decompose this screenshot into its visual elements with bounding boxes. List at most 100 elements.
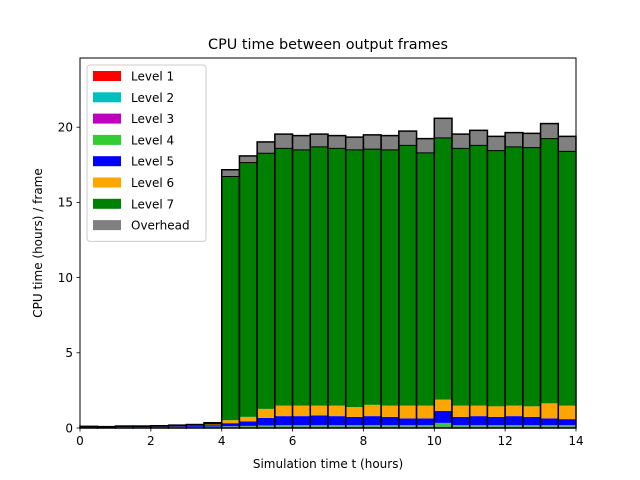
- bar-segment-overhead: [310, 134, 328, 147]
- y-tick-label: 20: [58, 120, 73, 134]
- y-axis: 0 5 10 15 20: [58, 120, 80, 435]
- bar-segment-level-4: [434, 422, 452, 427]
- bar-segment-level-7: [345, 149, 364, 408]
- bar-segment-level-5: [469, 416, 488, 426]
- bar-segment-level-7: [452, 148, 470, 406]
- bar-segment-level-4: [363, 425, 382, 427]
- bar-segment-level-4: [328, 425, 346, 427]
- bar-segment-level-5: [487, 416, 506, 426]
- bar-segment-overhead: [239, 155, 258, 163]
- y-tick-label: 15: [58, 196, 73, 210]
- bar-segment-level-4: [469, 425, 488, 427]
- bar-segment-overhead: [452, 134, 470, 149]
- bar-segment-level-4: [381, 425, 399, 427]
- x-tick-label: 2: [147, 434, 155, 448]
- bar-segment-level-6: [328, 405, 346, 417]
- bar-segment-level-7: [328, 148, 346, 406]
- bar-segment-level-6: [310, 405, 328, 416]
- bar-segment-level-6: [540, 403, 559, 419]
- bar-segment-level-7: [522, 147, 541, 407]
- bar-segment-level-5: [310, 415, 328, 426]
- bar-segment-level-7: [274, 148, 293, 406]
- bar-segment-level-7: [239, 162, 258, 417]
- x-tick-label: 6: [289, 434, 297, 448]
- x-tick-label: 10: [427, 434, 442, 448]
- bar-segment-level-7: [381, 149, 399, 406]
- bar-segment-level-7: [398, 145, 417, 406]
- bar-segment-level-4: [522, 425, 541, 427]
- bar-segment-level-4: [540, 425, 559, 427]
- bar-segment-level-5: [274, 416, 293, 426]
- bar-segment-level-7: [257, 153, 275, 409]
- bar-segment-level-4: [398, 425, 417, 427]
- legend-label: Level 1: [131, 70, 174, 84]
- bar-segment-level-7: [487, 150, 506, 407]
- bar-segment-level-6: [487, 406, 506, 417]
- legend-swatch: [93, 134, 121, 145]
- bar-segment-level-7: [469, 145, 488, 406]
- legend-swatch: [93, 113, 121, 124]
- bar-segment-level-7: [363, 149, 382, 405]
- bar-segment-level-5: [328, 416, 346, 426]
- bar-segment-overhead: [221, 169, 240, 177]
- y-tick-label: 5: [65, 346, 73, 360]
- legend-box: [86, 64, 207, 242]
- bar-segment-level-7: [416, 152, 435, 406]
- bar-segment-level-4: [452, 425, 470, 427]
- bar-segment-level-5: [558, 419, 576, 426]
- bar-segment-level-6: [416, 405, 435, 419]
- bar-segment-level-6: [469, 405, 488, 417]
- bar-segment-level-6: [452, 405, 470, 417]
- y-axis-label: CPU time (hours) / frame: [31, 168, 45, 318]
- bar-segment-overhead: [505, 132, 523, 147]
- x-axis: 0 2 4 6 8 10 12 14: [76, 428, 584, 448]
- axes-frame: [79, 57, 577, 429]
- bar-segment-level-5: [540, 418, 559, 426]
- bar-segment-level-6: [505, 405, 523, 417]
- bar-segment-level-5: [363, 416, 382, 426]
- bar-segment-level-4: [239, 425, 258, 427]
- bar-segment-level-5: [239, 421, 258, 426]
- bar-segment-level-4: [505, 425, 523, 427]
- bar-segment-level-6: [292, 405, 311, 417]
- bar-segment-overhead: [540, 123, 559, 139]
- bar-segment-overhead: [328, 135, 346, 149]
- bar-segment-level-6: [363, 404, 382, 417]
- bar-segment-level-6: [434, 399, 452, 411]
- bar-segment-level-4: [257, 425, 275, 427]
- legend-label: Level 6: [131, 176, 174, 190]
- x-tick-label: 8: [360, 434, 368, 448]
- legend-label: Level 5: [131, 155, 174, 169]
- bar-segment-overhead: [522, 133, 541, 148]
- legend-swatch: [93, 220, 121, 231]
- bar-segment-level-5: [434, 410, 452, 423]
- bar-segment-level-5: [168, 426, 187, 427]
- bar-segment-overhead: [434, 118, 452, 138]
- bar-segment-level-7: [505, 146, 523, 406]
- bar-segment-level-7: [434, 137, 452, 400]
- bar-segment-level-6: [522, 406, 541, 417]
- legend-swatch: [93, 198, 121, 209]
- bar-segment-level-5: [381, 416, 399, 426]
- plot-area: [79, 117, 577, 429]
- bar-segment-level-4: [274, 425, 293, 427]
- bar-segment-level-6: [558, 405, 576, 420]
- legend-label: Level 2: [131, 91, 174, 105]
- bar-segment-overhead: [381, 135, 399, 150]
- bar-segment-overhead: [398, 131, 417, 146]
- bar-segment-level-7: [558, 151, 576, 406]
- legend-swatch: [93, 156, 121, 167]
- legend-swatch: [93, 71, 121, 81]
- legend-label: Level 7: [131, 197, 174, 211]
- legend-label: Overhead: [131, 219, 190, 233]
- bar-segment-level-4: [345, 425, 364, 427]
- bar-segment-level-6: [204, 423, 222, 426]
- legend-swatch: [93, 177, 121, 188]
- bar-segment-level-5: [292, 416, 311, 426]
- x-tick-label: 12: [498, 434, 513, 448]
- bar-segment-overhead: [416, 138, 435, 153]
- bar-segment-level-5: [416, 418, 435, 426]
- bar-segment-level-5: [221, 423, 240, 427]
- bar-segment-level-5: [452, 416, 470, 426]
